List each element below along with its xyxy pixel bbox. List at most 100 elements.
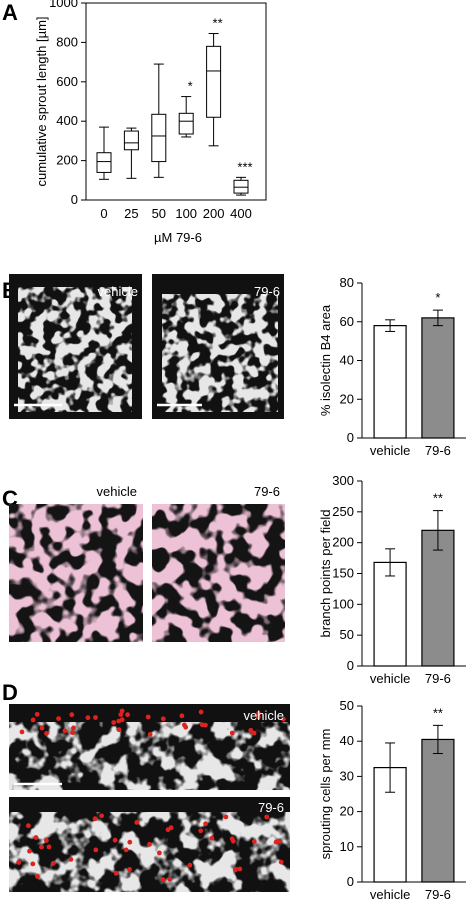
micrograph-b-vehicle: vehicle <box>9 274 142 419</box>
y-tick-label: 80 <box>340 275 354 290</box>
x-tick-label: 50 <box>152 206 166 221</box>
sprouting-cell-markers <box>19 708 286 737</box>
bar <box>373 325 407 439</box>
bar <box>373 561 407 667</box>
sprouting-cell-marker <box>99 813 104 819</box>
sprouting-cell-marker <box>229 836 235 842</box>
significance-label: ** <box>433 705 443 720</box>
sprouting-cell-marker <box>223 814 229 820</box>
bar <box>421 529 455 667</box>
y-tick-label: 0 <box>347 874 354 889</box>
sprouting-cell-marker <box>113 870 119 876</box>
sprouting-cell-marker <box>123 847 129 853</box>
sprouting-cell-marker <box>167 876 173 882</box>
sprouting-cell-marker <box>125 712 130 718</box>
sprouting-cell-marker <box>56 716 61 721</box>
sprouting-cell-marker <box>277 839 283 844</box>
y-tick-label: 30 <box>340 768 354 783</box>
box-iqr <box>206 45 222 118</box>
sprouting-cell-marker <box>160 877 166 882</box>
sprouting-cell-marker <box>44 838 49 843</box>
micrograph-d-vehicle: vehicle <box>9 704 290 790</box>
y-tick-label: 400 <box>56 113 78 128</box>
sprouting-cell-marker <box>62 728 68 734</box>
sprouting-cell-marker <box>27 848 32 854</box>
plot-frame <box>85 2 267 201</box>
x-tick-label: 100 <box>175 206 197 221</box>
sprouting-cell-marker <box>233 867 238 873</box>
sprouting-cell-marker <box>251 730 257 736</box>
sprouting-cell-marker <box>198 709 204 715</box>
y-axis-label: sprouting cells per mm <box>318 729 333 860</box>
sprouting-cell-marker <box>183 724 189 730</box>
y-tick-label: 40 <box>340 733 354 748</box>
sprouting-cell-marker <box>147 732 153 737</box>
x-tick-label: vehicle <box>370 443 410 458</box>
significance-label: ** <box>433 491 443 506</box>
micrograph-b-79-6: 79-6 <box>152 274 284 419</box>
image-label-b-vehicle: vehicle <box>98 284 138 299</box>
sprouting-cell-marker <box>264 814 270 820</box>
y-tick-label: 250 <box>332 504 354 519</box>
sprouting-cell-marker <box>44 731 49 736</box>
sprouting-cell-marker <box>119 717 125 723</box>
significance-label: * <box>188 79 193 94</box>
sprouting-cell-marker <box>160 716 166 722</box>
sprouting-cell-marker <box>209 835 215 841</box>
bar <box>421 317 455 439</box>
sprouting-cell-marker <box>248 727 254 733</box>
x-tick-label: 79-6 <box>425 887 451 902</box>
sprouting-cell-marker <box>179 713 185 719</box>
y-tick-label: 600 <box>56 74 78 89</box>
image-label-d-79-6: 79-6 <box>258 800 284 815</box>
x-axis-label: µM 79-6 <box>154 230 202 245</box>
y-tick-label: 60 <box>340 314 354 329</box>
sprouting-cell-marker <box>145 714 151 720</box>
sprouting-cell-marker <box>30 861 36 867</box>
chart-d-bar: 0 10 20 30 40 50 vehicle 79-6 ** sprouting cells … <box>318 698 466 902</box>
significance-label: ** <box>213 16 223 31</box>
sprouting-cell-marker <box>168 825 174 831</box>
x-tick-label: 0 <box>100 206 107 221</box>
y-tick-label: 0 <box>71 192 78 207</box>
significance-label: * <box>435 290 440 305</box>
sprouting-cell-marker <box>19 729 25 735</box>
y-tick-label: 50 <box>340 627 354 642</box>
x-tick-label: 79-6 <box>425 443 451 458</box>
chart-c-bar: 0 50 100 150 200 250 300 vehicle 79-6 ** branch po… <box>318 473 466 686</box>
x-tick-label: 25 <box>124 206 138 221</box>
sprouting-cell-marker <box>85 715 91 721</box>
sprouting-cell-marker <box>278 859 284 865</box>
sprouting-cell-marker <box>26 823 31 829</box>
y-tick-label: 40 <box>340 353 354 368</box>
sprouting-cell-marker <box>34 711 40 717</box>
x-tick-label: 79-6 <box>425 671 451 686</box>
y-tick-label: 10 <box>340 839 354 854</box>
panel-letter-d: D <box>2 680 18 705</box>
sprouting-cell-marker <box>46 844 52 850</box>
box-iqr <box>123 130 139 151</box>
y-tick-label: 20 <box>340 804 354 819</box>
sprouting-cell-marker <box>147 841 152 847</box>
sprouting-cell-marker <box>30 717 36 723</box>
sprouting-cell-marker <box>33 835 39 840</box>
image-label-c-vehicle: vehicle <box>97 484 137 499</box>
box-iqr <box>96 152 112 173</box>
bar <box>421 738 455 883</box>
sprouting-cell-marker <box>229 730 235 736</box>
sprouting-cell-marker <box>116 727 122 733</box>
sprouting-cell-markers <box>16 813 284 882</box>
y-axis-label: % isolectin B4 area <box>318 304 333 416</box>
sprouting-cell-marker <box>118 712 124 717</box>
micrograph-c-vehicle: vehicle <box>9 484 143 642</box>
y-tick-label: 300 <box>332 473 354 488</box>
sprouting-cell-marker <box>251 839 257 844</box>
sprouting-cell-marker <box>92 816 98 822</box>
micrograph-c-79-6: 79-6 <box>152 484 285 642</box>
sprouting-cell-marker <box>71 725 76 731</box>
sprouting-cell-marker <box>198 828 204 834</box>
sprouting-cell-marker <box>134 820 140 825</box>
sprouting-cell-marker <box>93 847 99 853</box>
chart-a-boxplot: 0 200 400 600 800 1000 0 25 50 100 * 200 ** 400 *** µM … <box>34 0 267 245</box>
